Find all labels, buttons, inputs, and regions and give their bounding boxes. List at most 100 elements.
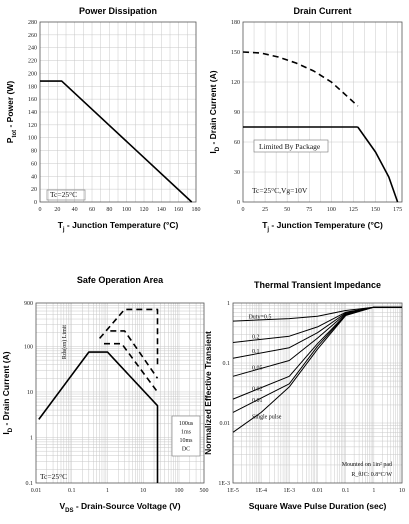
series-line-10ms	[104, 342, 159, 393]
x-tick-label: 1	[372, 488, 375, 494]
y-tick-label: 0.01	[220, 421, 231, 427]
y-tick-label: 40	[31, 174, 37, 180]
x-tick-label: 10	[140, 488, 146, 494]
plot-frame-3	[35, 302, 205, 484]
x-axis-label: Square Wave Pulse Duration (sec)	[249, 501, 387, 511]
y-tick-label: 180	[28, 84, 37, 90]
y-axis-label: Ptot - Power (W)	[5, 81, 18, 144]
series-line-1-1	[40, 80, 193, 203]
y-tick-label: 900	[24, 301, 33, 307]
annotation-pulse-4: DC	[182, 447, 190, 453]
series-line-2-2	[242, 51, 359, 107]
legend-label-3: 0.1	[252, 349, 259, 355]
series-line-2-3	[357, 126, 399, 203]
annotation-box	[171, 415, 201, 457]
y-tick-label: 0	[237, 200, 240, 206]
y-axis-label: ID - Drain Current (A)	[1, 351, 14, 434]
x-tick-label: 120	[140, 207, 149, 213]
legend-label-5: 0.02	[252, 386, 262, 392]
y-tick-label: 30	[234, 170, 240, 176]
x-tick-label: 40	[72, 207, 78, 213]
x-tick-label: 0	[39, 207, 42, 213]
chart-title-1: Power Dissipation	[79, 6, 157, 16]
x-tick-label: 20	[54, 207, 60, 213]
y-tick-label: 1E-3	[218, 481, 230, 487]
annotation-condition: Tc=25°C	[50, 190, 77, 199]
chart-title-4: Thermal Transient Impedance	[254, 280, 381, 290]
x-tick-label: 50	[284, 207, 290, 213]
legend-label-7: Single pulse	[252, 414, 282, 420]
y-tick-label: 0.1	[223, 361, 231, 367]
x-tick-label: 75	[306, 207, 312, 213]
x-tick-label: 100	[327, 207, 336, 213]
y-tick-label: 180	[231, 20, 240, 26]
y-tick-label: 0	[34, 200, 37, 206]
legend-label-6: 0.01	[252, 398, 262, 404]
x-tick-label: 25	[262, 207, 268, 213]
y-tick-label: 120	[231, 80, 240, 86]
x-tick-label: 0	[242, 207, 245, 213]
x-tick-label: 0.1	[342, 488, 350, 494]
annotation-limited-by-package: Limited By Package	[259, 142, 321, 151]
y-tick-label: 280	[28, 20, 37, 26]
y-tick-label: 1	[30, 435, 33, 441]
annotation-pulse-2: 1ms	[181, 430, 192, 436]
x-tick-label: 1E-5	[227, 488, 239, 494]
legend-label-1: Duty=0.5	[248, 314, 271, 320]
x-tick-label: 0.1	[68, 488, 76, 494]
y-tick-label: 220	[28, 59, 37, 65]
x-tick-label: 0.01	[31, 488, 42, 494]
x-tick-label: 1E-3	[283, 488, 295, 494]
x-tick-label: 80	[106, 207, 112, 213]
y-tick-label: 260	[28, 33, 37, 39]
y-tick-label: 140	[28, 110, 37, 116]
y-tick-label: 10	[27, 390, 33, 396]
x-axis-label: VDS - Drain-Source Voltage (V)	[59, 501, 180, 514]
y-tick-label: 1	[227, 301, 230, 307]
x-tick-label: 1	[106, 488, 109, 494]
x-tick-label: 10	[399, 488, 405, 494]
plot-frame-2	[242, 21, 403, 203]
series-line-single-pulse	[232, 306, 402, 433]
annotation-condition: Tc=25°C	[40, 472, 67, 481]
y-tick-label: 120	[28, 123, 37, 129]
y-tick-label: 90	[234, 110, 240, 116]
plot-frame-4	[232, 302, 403, 484]
x-tick-label: 160	[174, 207, 183, 213]
series-line-100us	[98, 308, 159, 365]
y-tick-label: 80	[31, 149, 37, 155]
x-tick-label: 175	[393, 207, 402, 213]
chart-title-2: Drain Current	[293, 6, 351, 16]
x-tick-label: 100	[175, 488, 184, 494]
y-tick-label: 160	[28, 97, 37, 103]
annotation-pulse-1: 100us	[179, 421, 194, 427]
y-tick-label: 100	[24, 344, 33, 350]
y-tick-label: 200	[28, 71, 37, 77]
annotation-box	[46, 189, 86, 201]
series-line-1ms	[110, 330, 159, 379]
x-tick-label: 125	[349, 207, 358, 213]
x-tick-label: 0.01	[312, 488, 323, 494]
y-tick-label: 100	[28, 136, 37, 142]
plot-frame-1	[39, 21, 197, 203]
y-tick-label: 60	[31, 161, 37, 167]
legend-label-4: 0.05	[252, 366, 262, 372]
series-line-dc	[38, 351, 159, 483]
annotation-rthjc: R_θJC: 0.8°C/W	[351, 471, 392, 478]
y-tick-label: 150	[231, 50, 240, 56]
x-axis-label: Tj - Junction Temperature (°C)	[262, 220, 383, 233]
x-tick-label: 180	[192, 207, 201, 213]
annotation-box	[253, 139, 329, 153]
annotation-mounting: Mounted on 1in² pad	[342, 462, 392, 468]
x-tick-label: 150	[371, 207, 380, 213]
x-tick-label: 500	[200, 488, 209, 494]
annotation-condition: Tc=25°C,Vg=10V	[252, 186, 308, 195]
x-tick-label: 100	[122, 207, 131, 213]
y-tick-label: 0.1	[26, 481, 34, 487]
y-axis-label: ID - Drain Current (A)	[208, 70, 221, 153]
y-axis-label: Normalized Effective Transient	[203, 331, 213, 455]
x-tick-label: 1E-4	[255, 488, 267, 494]
x-tick-label: 140	[157, 207, 166, 213]
chart-title-3: Safe Operation Area	[77, 275, 164, 285]
